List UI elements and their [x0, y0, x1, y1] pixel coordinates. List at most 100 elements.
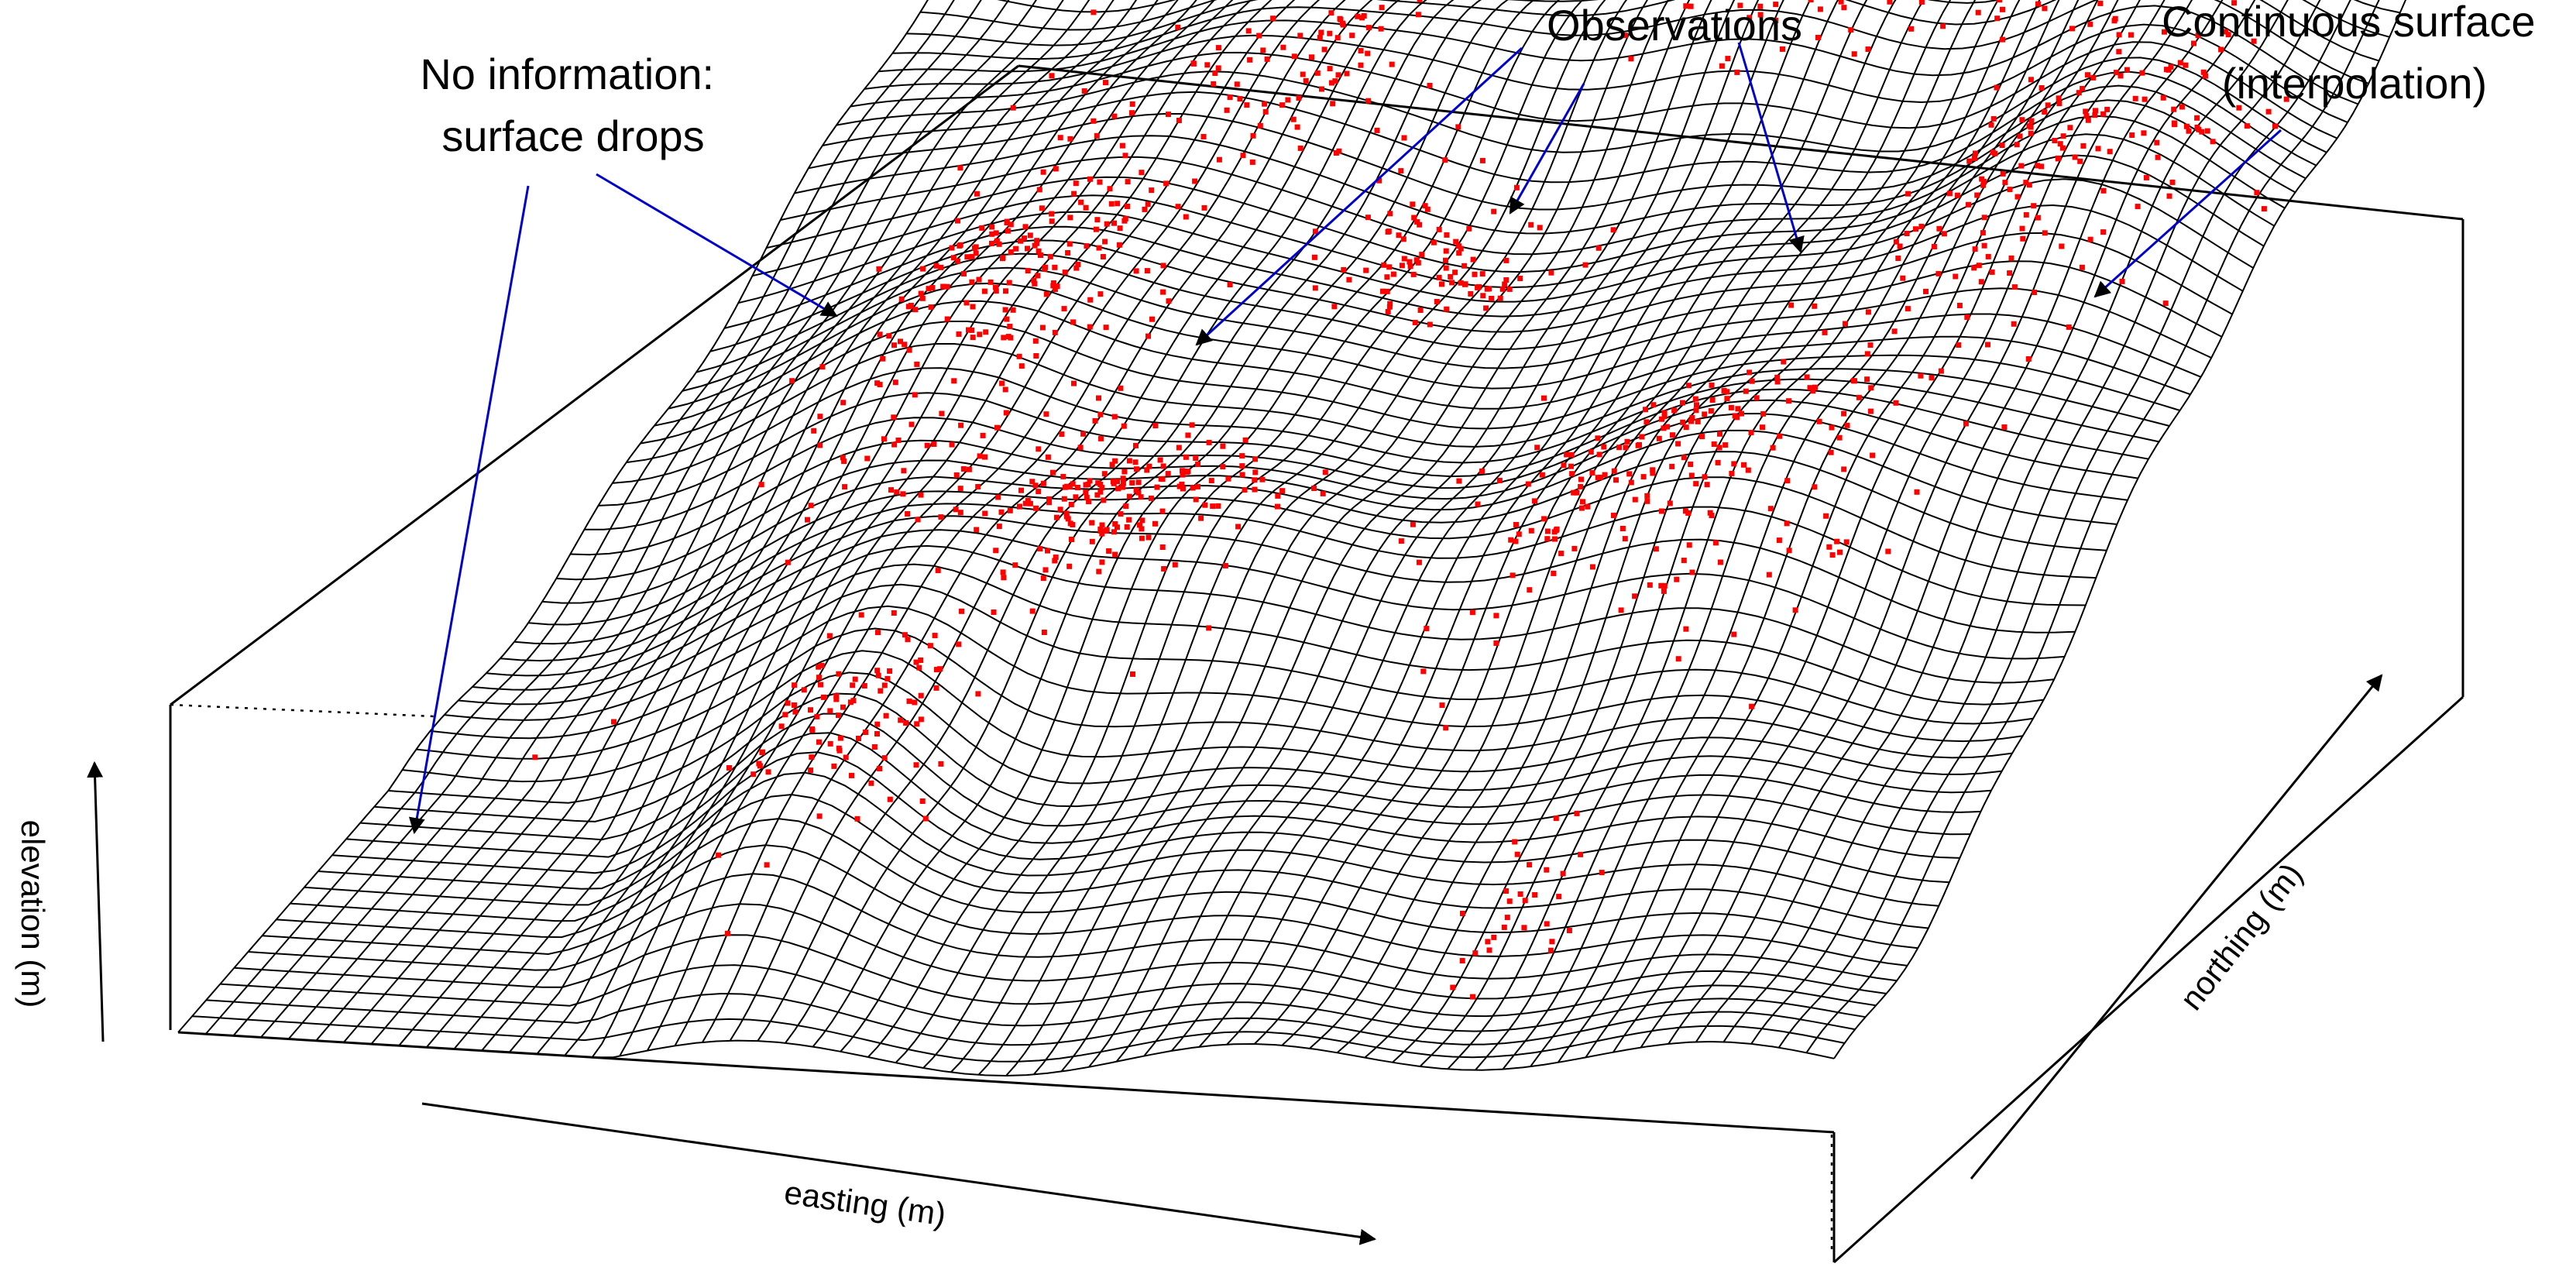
observation-point-icon: [1004, 316, 1010, 322]
observation-point-icon: [1018, 487, 1024, 493]
observation-point-icon: [1774, 379, 1781, 385]
observation-point-icon: [2087, 236, 2093, 242]
observation-point-icon: [2196, 126, 2202, 132]
observation-point-icon: [938, 514, 944, 520]
observation-point-icon: [2011, 321, 2017, 327]
observation-point-icon: [1120, 480, 1126, 486]
observation-point-icon: [2155, 154, 2161, 160]
observation-point-icon: [827, 740, 833, 747]
observation-point-icon: [1108, 201, 1115, 207]
observation-point-icon: [1384, 274, 1390, 280]
observation-point-icon: [1036, 446, 1042, 452]
observation-point-icon: [1443, 265, 1449, 271]
observation-point-icon: [842, 484, 848, 490]
observation-point-icon: [1699, 434, 1705, 440]
observation-point-icon: [1780, 46, 1785, 52]
observation-point-icon: [1327, 66, 1333, 72]
observation-point-icon: [1748, 430, 1754, 436]
observation-point-icon: [1257, 122, 1263, 129]
observation-point-icon: [1149, 187, 1155, 194]
observation-point-icon: [1064, 483, 1070, 489]
observation-point-icon: [1578, 505, 1585, 511]
observation-point-icon: [1183, 214, 1189, 220]
observation-point-icon: [969, 279, 975, 285]
observation-point-icon: [1918, 223, 1925, 229]
observation-point-icon: [871, 744, 878, 750]
observation-point-icon: [1036, 187, 1042, 193]
observation-point-icon: [817, 414, 823, 420]
observation-point-icon: [808, 503, 814, 509]
observation-point-icon: [2117, 73, 2124, 79]
observation-point-icon: [1115, 486, 1121, 492]
observation-point-icon: [1644, 498, 1650, 504]
observation-point-icon: [949, 441, 955, 448]
observation-point-icon: [1517, 891, 1523, 897]
observation-point-icon: [2008, 255, 2014, 261]
observation-point-icon: [1294, 124, 1300, 130]
observation-point-icon: [966, 327, 971, 333]
observation-point-icon: [996, 524, 1002, 530]
observation-point-icon: [1650, 470, 1656, 476]
observation-point-icon: [1002, 307, 1008, 313]
observation-point-icon: [919, 295, 926, 301]
observation-point-icon: [1716, 445, 1722, 451]
observation-point-icon: [1038, 252, 1043, 258]
observation-point-icon: [2017, 133, 2023, 139]
observation-point-icon: [1018, 363, 1025, 369]
observation-point-icon: [959, 608, 964, 614]
observation-point-icon: [1841, 466, 1847, 472]
observation-point-icon: [1159, 476, 1166, 482]
observation-point-icon: [1407, 263, 1413, 270]
observation-point-icon: [1022, 500, 1029, 506]
observation-point-icon: [1556, 894, 1562, 900]
observation-point-icon: [1091, 118, 1097, 124]
observation-point-icon: [998, 509, 1005, 515]
easting-axis-arrow: [421, 1102, 1377, 1245]
observation-point-icon: [1544, 921, 1550, 927]
observation-point-icon: [1010, 105, 1016, 111]
observation-point-icon: [1513, 184, 1520, 191]
observation-point-icon: [1628, 479, 1634, 486]
observation-point-icon: [1007, 324, 1013, 329]
observation-point-icon: [914, 721, 920, 727]
observation-point-icon: [1176, 118, 1182, 123]
observation-point-icon: [1239, 463, 1245, 469]
observation-point-icon: [764, 862, 770, 868]
observation-point-icon: [1365, 25, 1372, 31]
observation-point-icon: [1290, 116, 1297, 122]
observation-point-icon: [1087, 297, 1094, 303]
observation-point-icon: [1157, 457, 1163, 463]
observation-point-icon: [1599, 870, 1605, 876]
observation-point-icon: [1410, 201, 1416, 208]
observation-point-icon: [891, 342, 897, 349]
observation-point-icon: [1485, 939, 1491, 945]
observation-point-icon: [1111, 414, 1118, 420]
observation-point-icon: [808, 707, 813, 713]
observation-point-icon: [1596, 452, 1602, 458]
observation-point-icon: [926, 286, 932, 292]
observation-point-icon: [1341, 266, 1347, 273]
observation-point-icon: [1007, 507, 1013, 513]
observation-point-icon: [1544, 528, 1551, 534]
observation-point-icon: [1215, 45, 1221, 51]
observation-point-icon: [2164, 67, 2169, 73]
observation-point-icon: [1905, 306, 1911, 312]
observation-point-icon: [1010, 307, 1016, 313]
observation-point-icon: [1564, 452, 1570, 458]
observation-point-icon: [1675, 656, 1681, 662]
observation-point-icon: [2179, 104, 2185, 110]
observation-point-icon: [1966, 158, 1973, 164]
observation-point-icon: [1774, 374, 1781, 380]
observation-point-icon: [1867, 408, 1874, 414]
observation-point-icon: [1420, 668, 1427, 675]
observation-point-icon: [877, 766, 883, 771]
observation-point-icon: [1103, 80, 1108, 86]
observation-point-icon: [1823, 513, 1829, 519]
observation-point-icon: [1757, 12, 1764, 18]
mesh-line: [1750, 0, 2321, 1045]
observation-point-icon: [1031, 277, 1037, 283]
observation-point-icon: [918, 290, 924, 297]
observation-point-icon: [1688, 462, 1694, 467]
observation-point-icon: [1953, 273, 1959, 280]
observation-point-icon: [1489, 296, 1495, 301]
